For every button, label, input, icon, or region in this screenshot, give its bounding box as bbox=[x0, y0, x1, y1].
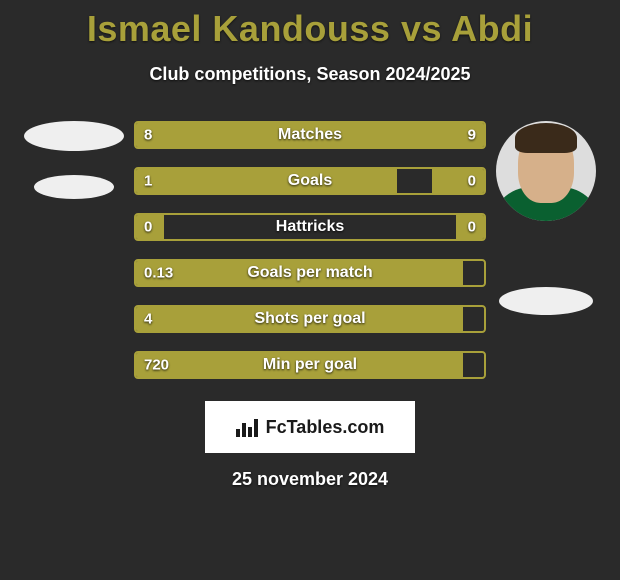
player-right-avatar bbox=[496, 121, 596, 221]
subtitle: Club competitions, Season 2024/2025 bbox=[0, 64, 620, 85]
comparison-bars: 8 9 Matches 1 0 Goals 0 0 Hattricks 0.13 Goals per… bbox=[134, 121, 486, 379]
bar-right-fill bbox=[432, 169, 484, 193]
bar-row: 8 9 Matches bbox=[134, 121, 486, 149]
bar-row: 1 0 Goals bbox=[134, 167, 486, 195]
comparison-chart: 8 9 Matches 1 0 Goals 0 0 Hattricks 0.13 Goals per… bbox=[0, 121, 620, 379]
bar-left-fill bbox=[136, 169, 397, 193]
brand-text: FcTables.com bbox=[266, 417, 385, 438]
bar-row: 720 Min per goal bbox=[134, 351, 486, 379]
player-left-column bbox=[14, 121, 134, 379]
bar-row: 0 0 Hattricks bbox=[134, 213, 486, 241]
footer-date: 25 november 2024 bbox=[0, 469, 620, 490]
branding-badge: FcTables.com bbox=[205, 401, 415, 453]
player-right-column bbox=[486, 121, 606, 379]
hair-icon bbox=[515, 123, 577, 153]
bar-value-left: 4 bbox=[144, 311, 152, 328]
bar-row: 4 Shots per goal bbox=[134, 305, 486, 333]
player-right-club-placeholder bbox=[499, 287, 593, 315]
bar-value-left: 720 bbox=[144, 357, 169, 374]
bar-value-right: 9 bbox=[468, 127, 476, 144]
brand-chart-icon bbox=[236, 417, 260, 437]
bar-label: Hattricks bbox=[276, 218, 344, 236]
page-title: Ismael Kandouss vs Abdi bbox=[0, 0, 620, 50]
bar-value-right: 0 bbox=[468, 219, 476, 236]
bar-value-left: 0.13 bbox=[144, 265, 173, 282]
bar-value-left: 0 bbox=[144, 219, 152, 236]
bar-label: Goals per match bbox=[247, 264, 372, 282]
bar-label: Min per goal bbox=[263, 356, 357, 374]
bar-label: Matches bbox=[278, 126, 342, 144]
bar-left-fill bbox=[136, 123, 300, 147]
bar-value-right: 0 bbox=[468, 173, 476, 190]
player-left-avatar-placeholder bbox=[24, 121, 124, 151]
bar-value-left: 1 bbox=[144, 173, 152, 190]
bar-label: Shots per goal bbox=[254, 310, 365, 328]
player-left-club-placeholder bbox=[34, 175, 114, 199]
bar-value-left: 8 bbox=[144, 127, 152, 144]
bar-label: Goals bbox=[288, 172, 332, 190]
bar-row: 0.13 Goals per match bbox=[134, 259, 486, 287]
